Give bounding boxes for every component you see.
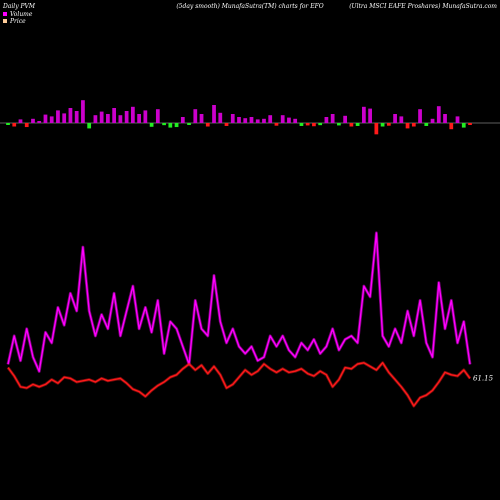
volume-bar	[49, 116, 54, 123]
chart-header-left: Daily PVM	[2, 3, 36, 10]
volume-bar	[455, 116, 460, 123]
volume-bar	[180, 117, 185, 123]
volume-bar	[62, 113, 67, 123]
volume-bar	[374, 123, 379, 135]
volume-bar	[324, 117, 329, 123]
volume-bar	[468, 123, 472, 125]
volume-bar	[31, 118, 35, 123]
volume-bar	[424, 123, 429, 126]
volume-bar	[174, 123, 179, 128]
volume-bar	[237, 117, 241, 123]
volume-bar	[393, 114, 397, 123]
series-lines	[6, 231, 472, 408]
volume-bar	[212, 105, 216, 123]
volume-bar	[43, 114, 48, 123]
volume-bar	[293, 118, 298, 123]
volume-bar	[106, 114, 110, 123]
volume-bar	[312, 123, 316, 127]
volume-bar	[137, 114, 141, 123]
volume-bar	[205, 123, 210, 127]
volume-bar	[37, 121, 42, 123]
volume-bar	[268, 115, 273, 123]
legend-volume-label: Volume	[10, 11, 33, 18]
volume-bar	[112, 108, 117, 123]
price-line	[7, 362, 471, 407]
volume-bar	[443, 114, 447, 123]
volume-bar	[168, 123, 173, 128]
volume-bar	[449, 123, 454, 130]
volume-bar	[461, 123, 466, 128]
volume-bar	[193, 109, 198, 123]
chart-header-right: (Ultra MSCI EAFE Proshares) MunafaSutra.…	[349, 3, 497, 10]
volume-bar	[405, 123, 410, 129]
volume-bar	[305, 123, 310, 126]
volume-bar	[130, 106, 135, 123]
legend-price-swatch	[3, 19, 7, 23]
volume-bar	[399, 116, 404, 123]
volume-bar	[187, 123, 191, 125]
volume-bar	[318, 123, 323, 126]
volume-bar	[262, 118, 266, 123]
volume-bar	[93, 115, 98, 123]
volume-bar	[74, 111, 79, 123]
volume-bar	[149, 123, 154, 127]
volume-bar	[230, 114, 235, 123]
volume-bar	[224, 123, 229, 126]
volume-bar	[118, 115, 123, 123]
volume-bar	[218, 112, 223, 123]
volume-bar	[56, 110, 60, 123]
volume-bar	[243, 118, 248, 123]
volume-bar	[162, 123, 166, 126]
volume-bar	[337, 123, 341, 126]
volume-bar	[124, 111, 129, 123]
volume-bar	[368, 108, 372, 123]
last-value-label: 61.15	[473, 374, 494, 382]
volume-bar	[81, 100, 85, 123]
volume-bars	[6, 100, 472, 135]
volume-bar	[280, 115, 285, 123]
volume-bar	[299, 123, 304, 126]
volume-bar	[411, 123, 416, 127]
legend-volume-swatch	[3, 12, 7, 16]
volume-line	[7, 232, 471, 373]
volume-bar	[355, 123, 360, 126]
volume-bar	[6, 123, 10, 125]
volume-bar	[255, 119, 260, 123]
volume-bar	[24, 123, 29, 128]
chart-header-middle: (5day smooth) MunafaSutra(TM) charts for…	[176, 3, 323, 10]
volume-bar	[418, 109, 422, 123]
volume-bar	[99, 111, 104, 123]
volume-bar	[143, 110, 148, 123]
volume-bar	[380, 123, 385, 127]
volume-bar	[287, 117, 291, 123]
volume-bar	[18, 119, 23, 123]
volume-bar	[12, 123, 17, 127]
volume-bar	[343, 115, 348, 123]
volume-bar	[436, 106, 441, 123]
volume-bar	[274, 123, 279, 126]
volume-bar	[430, 118, 435, 123]
volume-bar	[68, 108, 73, 123]
volume-bar	[330, 114, 335, 123]
legend-price-label: Price	[9, 18, 26, 25]
volume-bar	[199, 114, 204, 123]
volume-bar	[249, 117, 254, 123]
volume-bar	[361, 106, 366, 123]
volume-bar	[349, 123, 354, 127]
price-line-glow	[6, 361, 472, 408]
volume-bar	[386, 123, 391, 126]
volume-bar	[87, 123, 92, 129]
volume-bar	[155, 109, 160, 123]
